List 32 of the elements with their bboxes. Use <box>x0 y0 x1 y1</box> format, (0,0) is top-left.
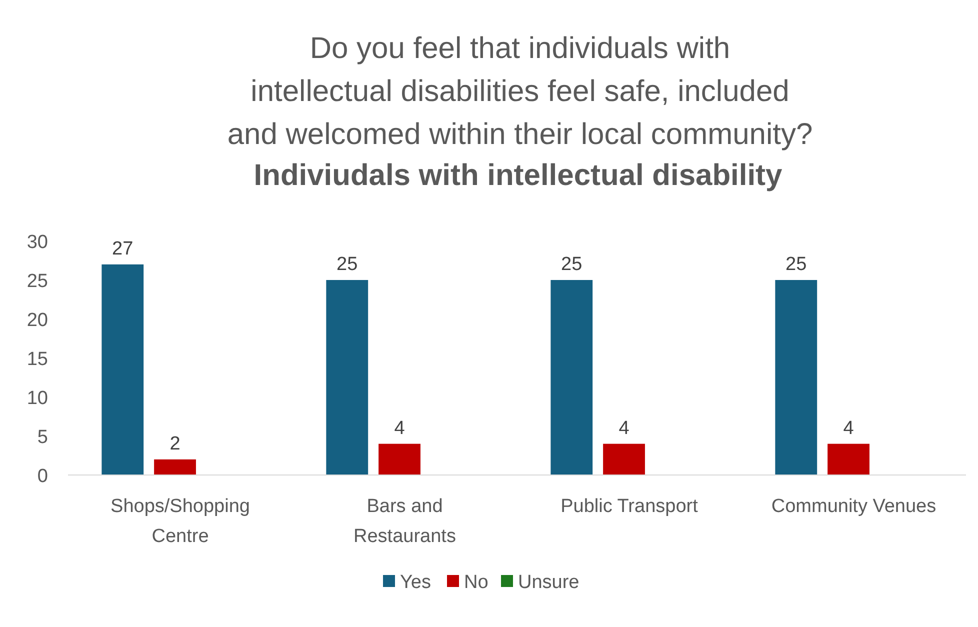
bar <box>550 280 593 475</box>
bar <box>326 280 368 475</box>
x-tick-label: Community Venues <box>771 496 936 517</box>
y-tick-label: 5 <box>37 427 48 448</box>
data-label: 2 <box>170 433 180 454</box>
y-tick-label: 30 <box>26 232 48 253</box>
bar <box>154 459 196 475</box>
data-label: 25 <box>561 254 582 275</box>
x-tick-label: Shops/Shopping Centre <box>110 496 250 547</box>
bar <box>378 444 420 475</box>
data-label: 27 <box>112 238 134 260</box>
y-tick-label: 25 <box>26 271 48 292</box>
y-tick-label: 20 <box>26 310 48 331</box>
y-tick-label: 0 <box>37 466 48 487</box>
chart-title: Do you feel that individuals with intellectual disabilities feel safe, included and welcomed within their local community? <box>227 32 813 151</box>
legend-label: Unsure <box>518 572 580 593</box>
data-label: 4 <box>618 418 630 439</box>
data-label: 4 <box>843 418 854 439</box>
legend-label: No <box>464 572 488 593</box>
data-label: 25 <box>336 254 358 275</box>
legend-label: Yes <box>400 572 431 593</box>
data-label: 4 <box>394 418 406 439</box>
bar <box>828 444 870 475</box>
bar <box>603 444 645 475</box>
data-label: 25 <box>786 254 807 275</box>
x-tick-label: Bars and Restaurants <box>354 496 456 547</box>
bar <box>102 264 144 475</box>
bar <box>775 280 818 475</box>
y-tick-label: 15 <box>26 349 48 370</box>
x-tick-label: Public Transport <box>560 496 699 517</box>
chart-subtitle: Indiviudals with intellectual disability <box>254 159 783 192</box>
y-tick-label: 10 <box>26 388 48 409</box>
